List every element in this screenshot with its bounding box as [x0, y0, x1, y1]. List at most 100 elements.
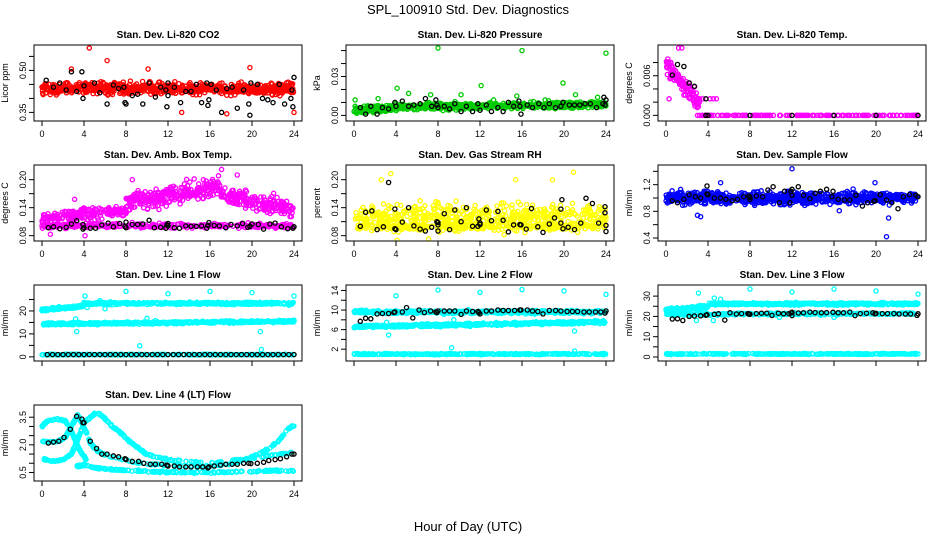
- raw-point: [190, 223, 196, 230]
- raw-point: [258, 194, 264, 200]
- raw-point: [40, 91, 46, 98]
- hourly-avg-point: [795, 183, 802, 190]
- raw-point: [478, 208, 484, 214]
- x-tick-label: 12: [787, 249, 797, 259]
- raw-point: [388, 170, 394, 177]
- raw-point: [850, 196, 856, 202]
- raw-point: [141, 195, 147, 201]
- raw-point: [197, 185, 203, 191]
- raw-point: [537, 206, 543, 213]
- raw-point: [171, 196, 178, 203]
- raw-point: [142, 188, 148, 195]
- raw-point: [490, 224, 496, 230]
- hourly-avg-point: [565, 224, 571, 231]
- raw-point: [181, 191, 187, 198]
- hourly-avg-point: [703, 96, 709, 102]
- hourly-avg-point: [691, 83, 698, 90]
- y-tick-label: 0.08: [18, 227, 28, 245]
- raw-point: [272, 201, 278, 207]
- raw-point: [735, 112, 741, 119]
- hourly-avg-point: [157, 224, 164, 231]
- hourly-avg-point: [123, 101, 129, 107]
- raw-point: [152, 203, 158, 209]
- raw-point: [398, 202, 404, 209]
- hourly-avg-point: [152, 94, 159, 100]
- hourly-avg-point: [535, 224, 541, 230]
- raw-point: [47, 231, 54, 238]
- y-tick-label: 0.08: [330, 227, 340, 245]
- hourly-avg-point: [216, 223, 223, 229]
- hourly-avg-point: [595, 220, 602, 226]
- raw-point: [682, 84, 689, 90]
- hourly-avg-point: [240, 87, 247, 93]
- hourly-avg-point: [276, 81, 283, 88]
- raw-point: [141, 85, 148, 91]
- hourly-avg-point: [669, 72, 676, 78]
- hourly-avg-point: [99, 222, 105, 228]
- raw-point: [566, 99, 573, 106]
- hourly-avg-point: [817, 188, 824, 195]
- hourly-avg-point: [177, 99, 184, 106]
- raw-point: [843, 190, 849, 197]
- raw-point: [126, 195, 132, 202]
- hourly-avg-point: [435, 219, 441, 226]
- hourly-avg-point: [571, 102, 578, 108]
- raw-point: [187, 179, 193, 185]
- raw-point: [228, 81, 235, 88]
- hourly-avg-point: [681, 63, 687, 70]
- raw-point: [784, 195, 790, 201]
- x-tick-label: 16: [205, 129, 215, 139]
- raw-point: [541, 213, 547, 220]
- hourly-avg-point: [488, 217, 495, 224]
- raw-point: [149, 84, 155, 91]
- hourly-avg-point: [895, 205, 901, 212]
- raw-point: [236, 190, 243, 197]
- y-axis-label: ml/min: [624, 190, 634, 217]
- hourly-avg-point: [602, 210, 608, 216]
- raw-point: [723, 112, 730, 119]
- raw-point: [188, 186, 194, 193]
- raw-point: [352, 97, 358, 103]
- hourly-avg-point: [362, 209, 369, 216]
- raw-point: [603, 50, 609, 56]
- raw-point: [363, 225, 369, 231]
- x-tick-label: 16: [205, 249, 215, 259]
- hourly-avg-point: [859, 203, 866, 209]
- raw-point: [495, 227, 502, 233]
- raw-point: [224, 88, 230, 94]
- hourly-avg-point: [228, 221, 234, 228]
- raw-point: [160, 192, 167, 199]
- raw-point: [514, 208, 521, 215]
- raw-point: [131, 204, 137, 210]
- raw-point: [717, 179, 724, 186]
- raw-point: [503, 103, 509, 110]
- raw-point: [205, 193, 212, 200]
- hourly-avg-point: [393, 103, 399, 110]
- raw-point: [378, 176, 385, 183]
- raw-point: [770, 112, 777, 119]
- hourly-avg-point: [853, 192, 859, 199]
- x-tick-label: 24: [913, 129, 923, 139]
- hourly-avg-point: [164, 104, 170, 110]
- raw-point: [836, 207, 843, 214]
- hourly-avg-point: [452, 100, 458, 107]
- raw-point: [39, 223, 45, 229]
- raw-point: [200, 176, 207, 183]
- raw-point: [523, 201, 530, 208]
- hourly-avg-point: [255, 221, 262, 228]
- raw-point: [456, 211, 463, 217]
- hourly-avg-point: [165, 220, 171, 227]
- hourly-avg-point: [265, 97, 271, 103]
- raw-point: [78, 83, 85, 89]
- raw-point: [576, 225, 582, 231]
- raw-point: [564, 205, 571, 212]
- raw-point: [538, 101, 545, 108]
- hourly-avg-point: [674, 61, 681, 68]
- hourly-avg-point: [915, 112, 921, 119]
- raw-point: [405, 90, 412, 97]
- raw-point: [894, 112, 900, 119]
- y-tick-label: 0.14: [18, 199, 28, 217]
- raw-point: [395, 211, 401, 218]
- raw-point: [849, 112, 856, 119]
- raw-point: [568, 210, 574, 216]
